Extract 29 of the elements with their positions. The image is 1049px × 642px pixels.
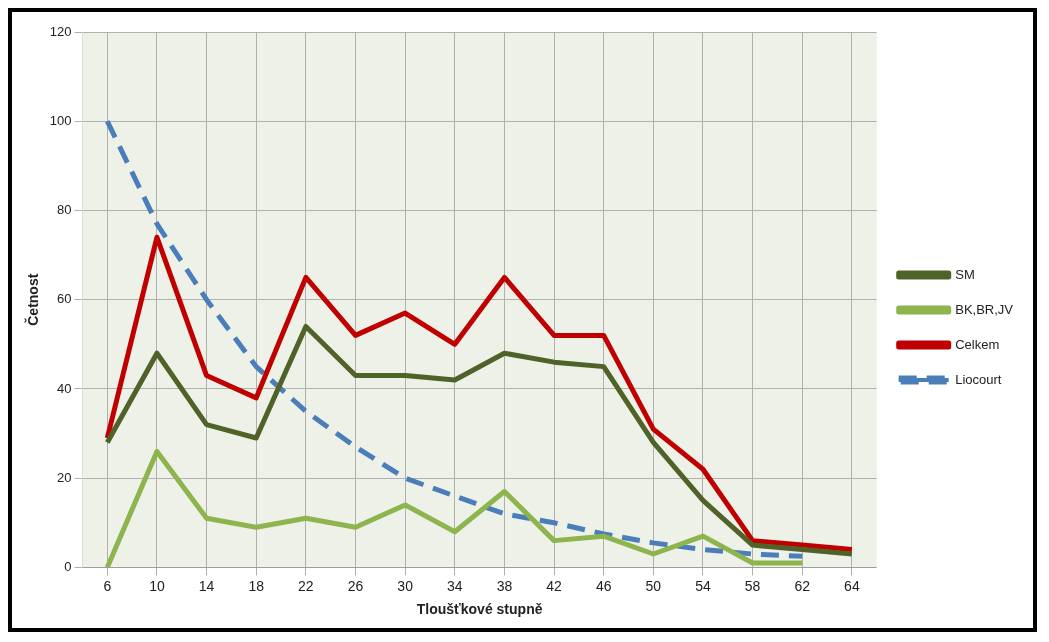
x-tick-label: 18 xyxy=(248,577,265,594)
x-tick-label: 26 xyxy=(347,577,364,594)
y-tick-label: 100 xyxy=(49,112,72,128)
x-tick-label: 14 xyxy=(198,577,215,594)
x-tick-label: 46 xyxy=(595,577,612,594)
legend-label: Liocourt xyxy=(955,371,1002,387)
x-tick-label: 34 xyxy=(446,577,463,594)
x-tick-label: 6 xyxy=(103,577,112,594)
x-tick-label: 62 xyxy=(794,577,811,594)
x-tick-label: 54 xyxy=(695,577,711,594)
y-tick-label: 40 xyxy=(57,380,72,396)
y-axis-title: Četnost xyxy=(24,273,42,326)
x-tick-label: 30 xyxy=(397,577,414,594)
x-tick-label: 58 xyxy=(744,577,761,594)
x-tick-label: 38 xyxy=(496,577,513,594)
x-tick-label: 10 xyxy=(149,577,165,594)
y-tick-label: 80 xyxy=(57,202,72,218)
y-tick-label: 60 xyxy=(57,291,72,307)
x-tick-label: 50 xyxy=(645,577,662,594)
legend-label: BK,BR,JV xyxy=(955,301,1014,317)
x-axis-title: Tloušťkové stupně xyxy=(416,601,543,618)
y-tick-label: 20 xyxy=(57,469,72,485)
x-tick-label: 64 xyxy=(844,577,860,594)
legend-label: Celkem xyxy=(955,336,1000,352)
y-tick-label: 120 xyxy=(49,23,72,39)
legend-label: SM xyxy=(955,266,975,282)
x-tick-label: 22 xyxy=(298,577,314,594)
y-tick-label: 0 xyxy=(64,558,72,574)
x-tick-label: 42 xyxy=(546,577,563,594)
